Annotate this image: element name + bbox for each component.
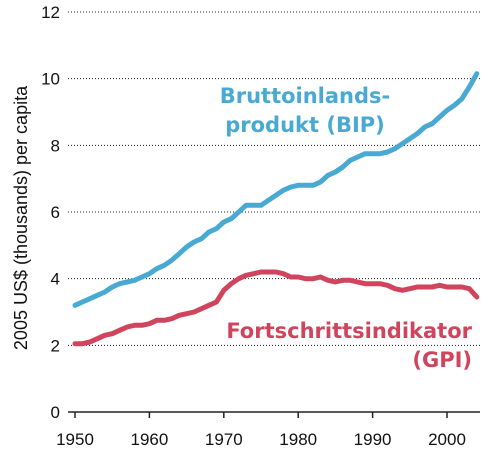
label-layer: Bruttoinlands-produkt (BIP) Fortschrittsi… [220,84,473,372]
grid-layer [68,11,480,346]
x-tick-label-1970: 1970 [205,430,243,449]
x-tick-label-2000: 2000 [428,430,466,449]
series-line-bip [72,71,480,308]
series-label-bip-line-1: Bruttoinlands- [220,84,391,108]
x-tick-label-1980: 1980 [279,430,317,449]
series-line-gpi [72,269,480,347]
x-tick-label-1950: 1950 [56,430,94,449]
y-tick-label-10: 10 [41,70,60,89]
y-tick-label-8: 8 [51,136,60,155]
axis-layer: 0 2 4 6 8 10 12 1950 1960 1970 1980 1990 2000 [41,3,480,449]
y-tick-label-0: 0 [51,403,60,422]
series-label-bip-line-2: produkt (BIP) [225,113,385,137]
y-axis-title: 2005 US$ (thousands) per capita [11,85,31,350]
y-tick-label-4: 4 [51,270,60,289]
series-label-gpi-line-2: (GPI) [412,348,472,372]
series-layer [72,71,480,347]
y-tick-label-2: 2 [51,336,60,355]
x-tick-label-1960: 1960 [130,430,168,449]
y-tick-label-12: 12 [41,3,60,22]
y-tick-label-6: 6 [51,203,60,222]
series-label-gpi-line-1: Fortschrittsindikator [226,319,472,343]
x-tick-label-1990: 1990 [354,430,392,449]
